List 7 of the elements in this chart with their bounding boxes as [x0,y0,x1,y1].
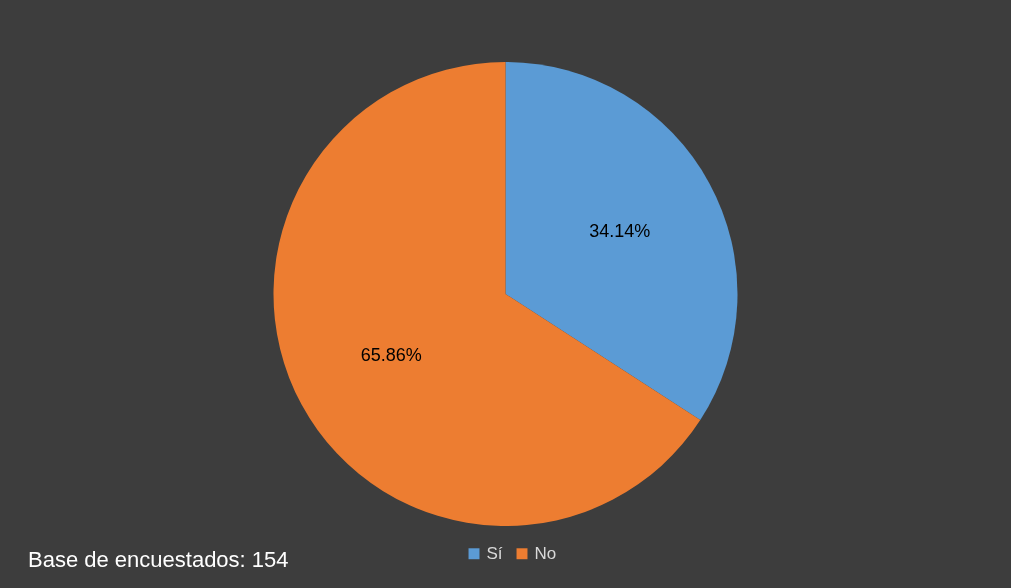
data-label: 34.14% [589,220,651,241]
legend-label: Sí [486,543,503,563]
pie-slice [505,62,738,421]
data-label: 65.86% [360,345,422,366]
legend-label: No [534,543,557,563]
text: Base de encuestados: 154 [28,547,289,572]
pie-slice [273,62,701,526]
